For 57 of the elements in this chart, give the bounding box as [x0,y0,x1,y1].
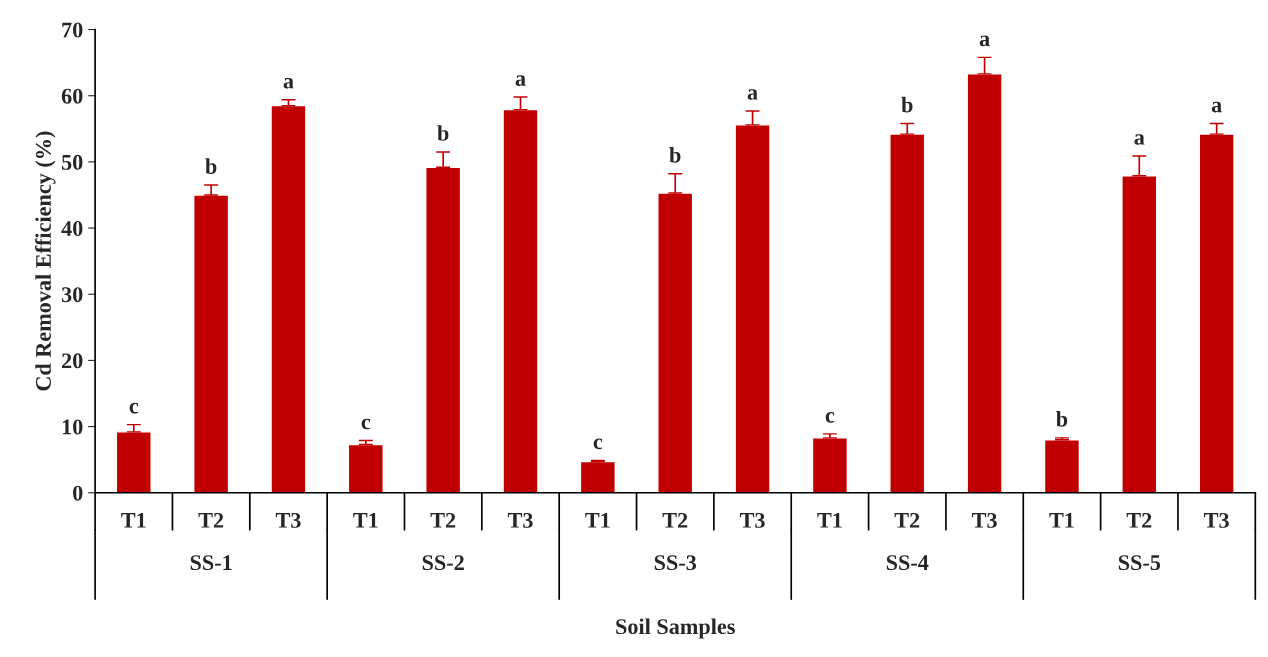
y-tick-label: 60 [61,88,83,104]
data-label: a [515,75,526,86]
x-tick-label: T2 [662,512,688,528]
text: SS-5 [1118,555,1161,571]
data-label: b [205,158,217,174]
text: SS-1 [190,555,232,571]
x-tick-label: T2 [894,512,920,528]
x-tick-label: T3 [275,512,301,528]
data-label: c [593,438,603,450]
bar [657,192,694,493]
text: SS-4 [886,555,929,571]
bar [1043,439,1081,493]
x-tick-label: T1 [1049,512,1074,528]
x-tick-label: T3 [507,512,533,528]
data-label: b [437,125,449,141]
bar [734,124,771,493]
data-label: b [1056,411,1068,427]
x-axis-title: Soil Samples [616,618,735,639]
y-tick-label: 50 [61,154,83,170]
bar [579,460,616,493]
y-tick-label: 70 [62,22,83,38]
data-label: a [747,89,758,100]
data-label: c [361,418,371,430]
y-tick-label: 10 [62,419,83,435]
x-tick-label: T2 [430,512,456,528]
data-label: b [901,96,913,113]
data-label: b [669,147,681,163]
data-label: a [979,35,990,47]
y-tick-label: 30 [61,287,83,303]
x-tick-label: T2 [1126,512,1152,528]
text: SS-3 [654,555,697,571]
bar [889,133,926,493]
y-tick-label: 20 [62,353,83,369]
text: SS-2 [422,555,464,571]
bar [347,443,384,493]
data-label: c [129,402,139,414]
bar [193,194,230,493]
y-axis-title: Cd Removal Efficiency (%) [35,131,56,391]
x-tick-label: T3 [739,512,765,528]
data-label: a [283,77,294,89]
x-tick-label: T2 [198,512,224,528]
x-tick-label: T1 [353,512,378,528]
x-tick-label: T3 [1204,512,1229,528]
x-tick-label: T1 [817,512,842,528]
data-label: c [825,412,835,423]
x-tick-label: T1 [585,512,610,528]
y-tick-label: 0 [73,485,83,501]
bar [811,437,849,493]
bar [966,73,1003,493]
x-tick-label: T3 [971,512,997,528]
bar [270,104,307,493]
bar [115,431,152,493]
y-tick-label: 40 [61,221,83,236]
data-label: a [1211,101,1222,113]
x-tick-label: T1 [121,512,146,528]
bar [1198,133,1235,493]
data-label: a [1134,134,1145,145]
